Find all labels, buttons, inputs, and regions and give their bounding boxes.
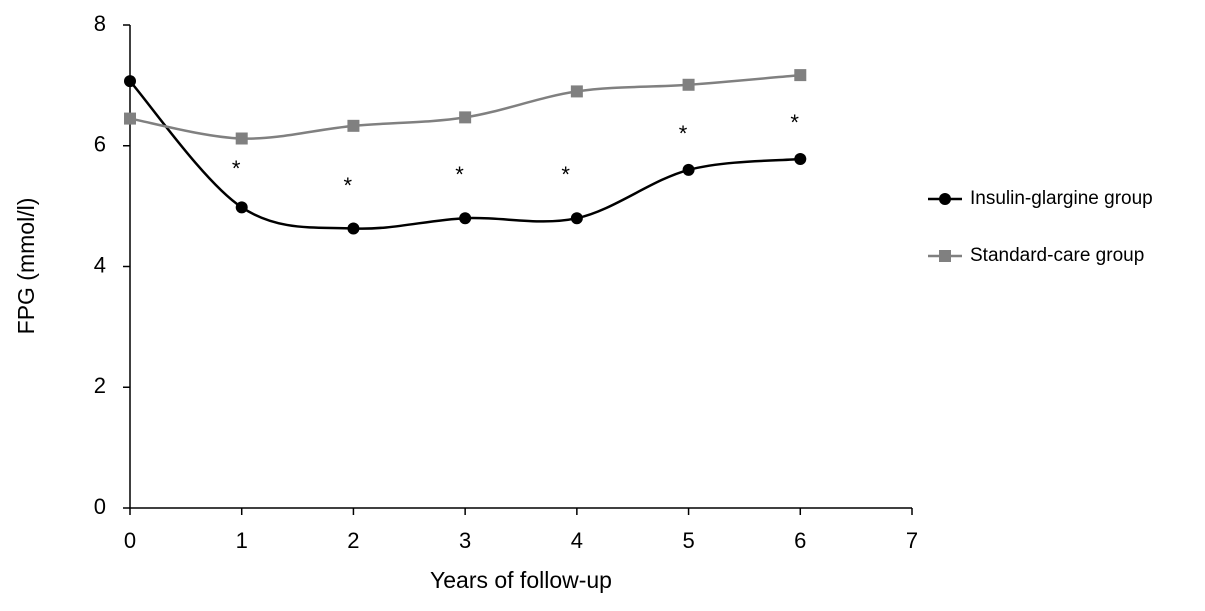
x-tick-label: 7 — [906, 528, 918, 553]
annotation: * — [790, 110, 799, 135]
x-tick-label: 1 — [236, 528, 248, 553]
x-axis-title: Years of follow-up — [430, 567, 612, 593]
data-point — [124, 112, 136, 125]
data-point — [347, 119, 360, 132]
data-point — [124, 75, 136, 88]
y-axis-title: FPG (mmol/l) — [13, 198, 39, 335]
annotation: * — [561, 162, 570, 187]
data-point — [459, 111, 472, 124]
data-point — [459, 212, 472, 225]
legend-label: Insulin-glargine group — [970, 188, 1153, 209]
data-point — [682, 163, 695, 176]
legend-marker — [939, 250, 951, 262]
x-tick-label: 4 — [571, 528, 583, 553]
series-line — [129, 80, 801, 230]
annotation: * — [679, 121, 688, 146]
x-tick-label: 6 — [794, 528, 806, 553]
x-tick-label: 0 — [124, 528, 136, 553]
legend-label: Standard-care group — [970, 245, 1144, 266]
annotation: * — [344, 173, 353, 198]
data-point — [682, 78, 695, 91]
data-point — [794, 69, 807, 82]
y-tick-label: 4 — [94, 252, 106, 277]
data-point — [570, 212, 583, 225]
x-tick-label: 3 — [459, 528, 471, 553]
data-point — [570, 85, 583, 98]
y-tick-label: 6 — [94, 132, 106, 157]
x-tick-label: 2 — [347, 528, 359, 553]
x-tick-label: 5 — [682, 528, 694, 553]
y-tick-label: 2 — [94, 373, 106, 398]
annotation: * — [232, 156, 241, 181]
annotation: * — [455, 162, 464, 187]
y-tick-label: 8 — [94, 11, 106, 36]
legend-marker — [939, 193, 951, 205]
series-line — [129, 73, 801, 140]
y-tick-label: 0 — [94, 494, 106, 519]
data-point — [235, 132, 248, 145]
data-point — [794, 153, 807, 166]
data-point — [347, 222, 360, 235]
data-point — [235, 201, 248, 214]
